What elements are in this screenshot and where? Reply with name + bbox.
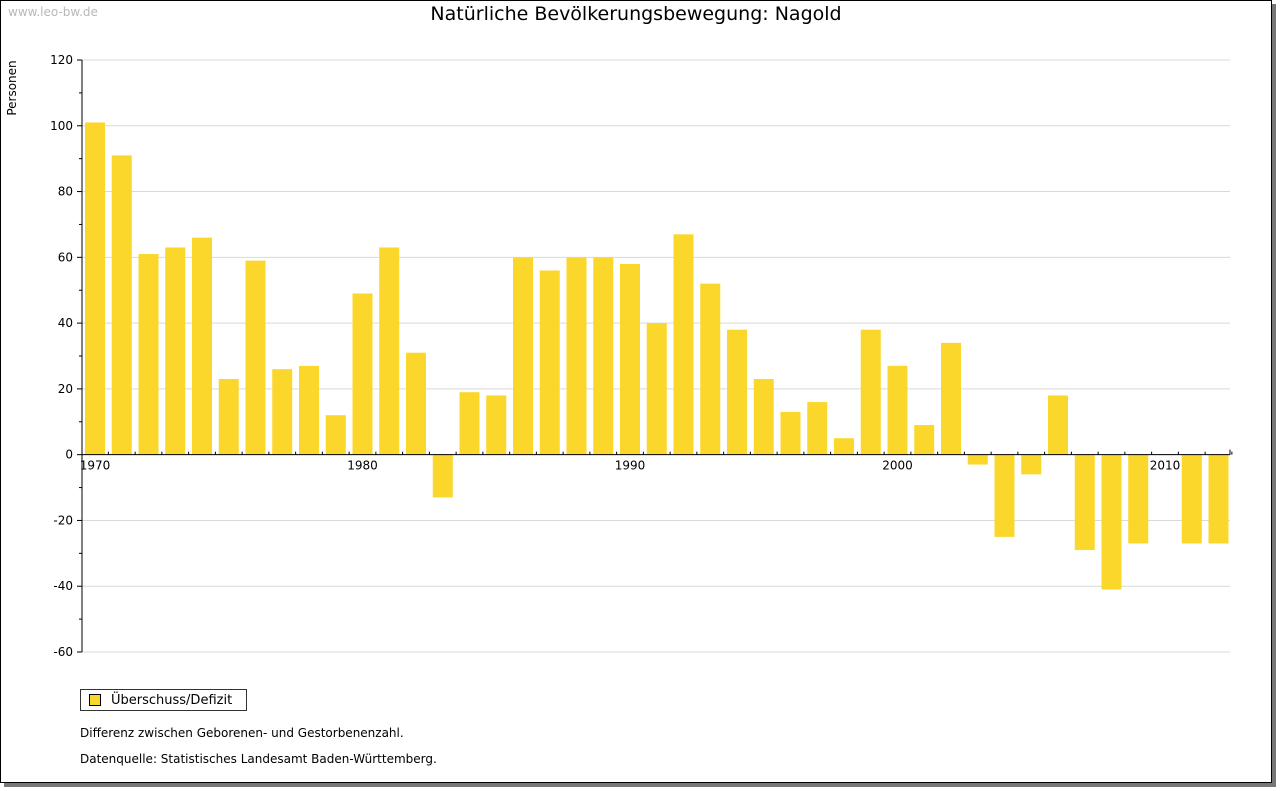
bar (192, 237, 212, 455)
bar (887, 365, 908, 455)
x-tick-label: 2000 (882, 459, 913, 473)
source-note: Datenquelle: Statistisches Landesamt Bad… (80, 752, 437, 766)
bar (1021, 454, 1042, 475)
bar (299, 365, 319, 455)
bar (432, 454, 453, 498)
bar (513, 257, 533, 455)
bar (646, 323, 667, 455)
y-tick-label: 80 (58, 185, 73, 199)
bar (593, 257, 614, 455)
bar (700, 283, 721, 455)
bar (1181, 454, 1202, 544)
bar (539, 270, 560, 455)
bar (1074, 454, 1095, 551)
bar (1128, 454, 1149, 544)
bar (325, 415, 346, 455)
x-tick-label: 2010 (1150, 459, 1181, 473)
y-tick-label: 40 (58, 316, 73, 330)
x-tick-label: 1970 (80, 459, 111, 473)
legend-label: Überschuss/Defizit (111, 692, 233, 708)
bars (85, 122, 1229, 590)
bar (780, 411, 801, 455)
chart-title: Natürliche Bevölkerungsbewegung: Nagold (430, 3, 842, 25)
bar (459, 392, 480, 455)
y-tick-label: 120 (50, 53, 73, 67)
bar (352, 293, 373, 455)
bar (620, 263, 640, 455)
bar (860, 329, 881, 455)
y-tick-label: 60 (58, 250, 73, 264)
bar (807, 402, 828, 455)
bar (1048, 395, 1068, 455)
axes: -60 -40 -20 0 20 40 60 80 100 120 1970 1980 1990 2000… (50, 53, 1233, 659)
bar (1208, 454, 1229, 544)
y-tick-label: 100 (50, 119, 73, 133)
x-tick-label: 1990 (615, 459, 646, 473)
y-tick-label: 20 (58, 382, 73, 396)
bar (967, 454, 988, 465)
description-note: Differenz zwischen Geborenen- und Gestor… (80, 726, 404, 740)
y-tick-label: -60 (53, 645, 73, 659)
bar (218, 379, 239, 455)
bar (994, 454, 1015, 537)
bar (486, 395, 507, 455)
bar (245, 260, 266, 455)
x-tick-label: 1980 (347, 459, 378, 473)
bar (406, 352, 426, 455)
y-tick-label: 0 (65, 448, 73, 462)
bar (165, 247, 186, 455)
bar (272, 369, 293, 455)
bar (111, 155, 132, 455)
bar (941, 342, 961, 455)
bar (727, 329, 747, 455)
bar (379, 247, 400, 455)
y-tick-label: -20 (53, 513, 73, 527)
watermark: www.leo-bw.de (8, 5, 98, 19)
bar (85, 122, 105, 455)
bar (753, 379, 774, 455)
bar (673, 234, 694, 455)
bar (1101, 454, 1122, 590)
bar (834, 438, 854, 455)
y-tick-label: -40 (53, 579, 73, 593)
bar (566, 257, 587, 455)
legend-swatch (89, 694, 101, 706)
bar (138, 254, 159, 455)
bar (914, 425, 935, 455)
legend: Überschuss/Defizit (80, 689, 247, 711)
